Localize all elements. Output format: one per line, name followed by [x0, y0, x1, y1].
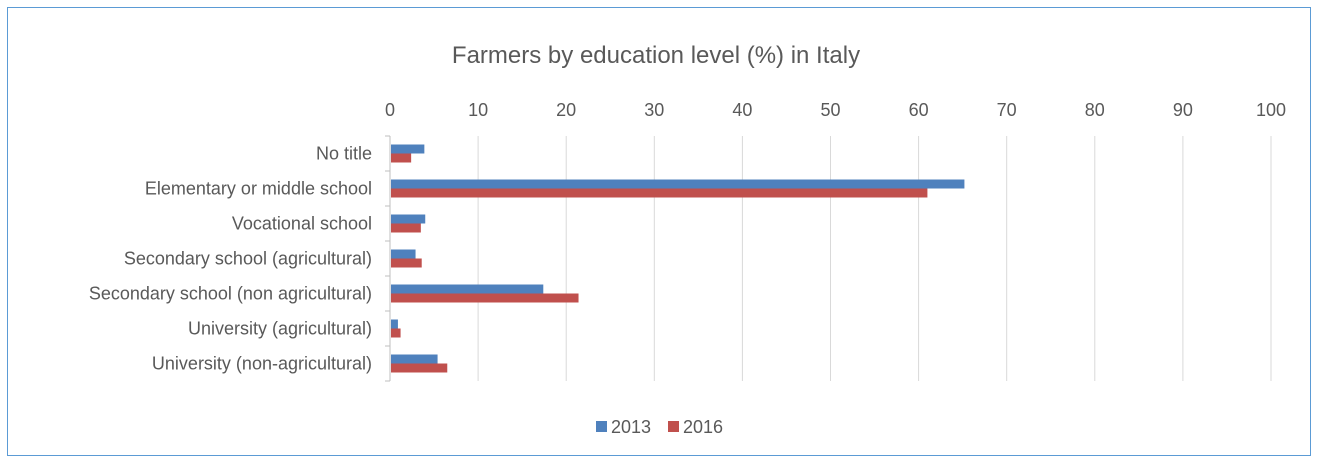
- x-axis-tick-labels: 0 10 20 30 40 50 60 70 80 90 100: [385, 100, 1286, 120]
- x-tick-label: 80: [1085, 100, 1105, 120]
- legend-swatch-2013: [596, 421, 607, 432]
- x-tick-label: 0: [385, 100, 395, 120]
- bar-2016-5: [391, 328, 401, 338]
- category-label: University (non-agricultural): [152, 354, 372, 374]
- x-tick-label: 40: [732, 100, 752, 120]
- bar-2016-0: [391, 153, 412, 163]
- chart-title: Farmers by education level (%) in Italy: [452, 42, 860, 69]
- bar-2013-4: [391, 284, 544, 294]
- category-label: Elementary or middle school: [145, 179, 372, 199]
- x-tick-label: 10: [468, 100, 488, 120]
- bar-2013-0: [391, 144, 425, 154]
- bars: [391, 144, 965, 373]
- bar-2013-1: [391, 179, 965, 189]
- x-tick-label: 100: [1256, 100, 1286, 120]
- bar-2016-6: [391, 363, 448, 373]
- bar-2016-4: [391, 293, 579, 303]
- x-tick-label: 20: [556, 100, 576, 120]
- x-tick-label: 50: [820, 100, 840, 120]
- bar-2013-3: [391, 249, 416, 259]
- category-labels: No title Elementary or middle school Vocat…: [89, 144, 372, 374]
- bar-2016-1: [391, 188, 928, 198]
- category-label: Vocational school: [232, 214, 372, 234]
- legend-label-2013: 2013: [611, 417, 651, 437]
- bar-2013-2: [391, 214, 426, 224]
- category-axis: [385, 135, 391, 382]
- legend-label-2016: 2016: [683, 417, 723, 437]
- category-label: Secondary school (non agricultural): [89, 284, 372, 304]
- gridlines: [477, 136, 1272, 381]
- category-label: No title: [316, 144, 372, 164]
- x-tick-label: 60: [909, 100, 929, 120]
- x-tick-label: 90: [1173, 100, 1193, 120]
- bar-2013-6: [391, 354, 438, 364]
- legend: 2013 2016: [596, 417, 723, 437]
- chart-svg: Farmers by education level (%) in Italy …: [89, 42, 1286, 437]
- bar-2016-3: [391, 258, 422, 268]
- category-label: University (agricultural): [188, 319, 372, 339]
- category-label: Secondary school (agricultural): [124, 249, 372, 269]
- x-tick-label: 70: [997, 100, 1017, 120]
- legend-swatch-2016: [668, 421, 679, 432]
- chart-frame: Farmers by education level (%) in Italy …: [7, 7, 1311, 456]
- bar-2016-2: [391, 223, 421, 233]
- x-tick-label: 30: [644, 100, 664, 120]
- bar-2013-5: [391, 319, 398, 329]
